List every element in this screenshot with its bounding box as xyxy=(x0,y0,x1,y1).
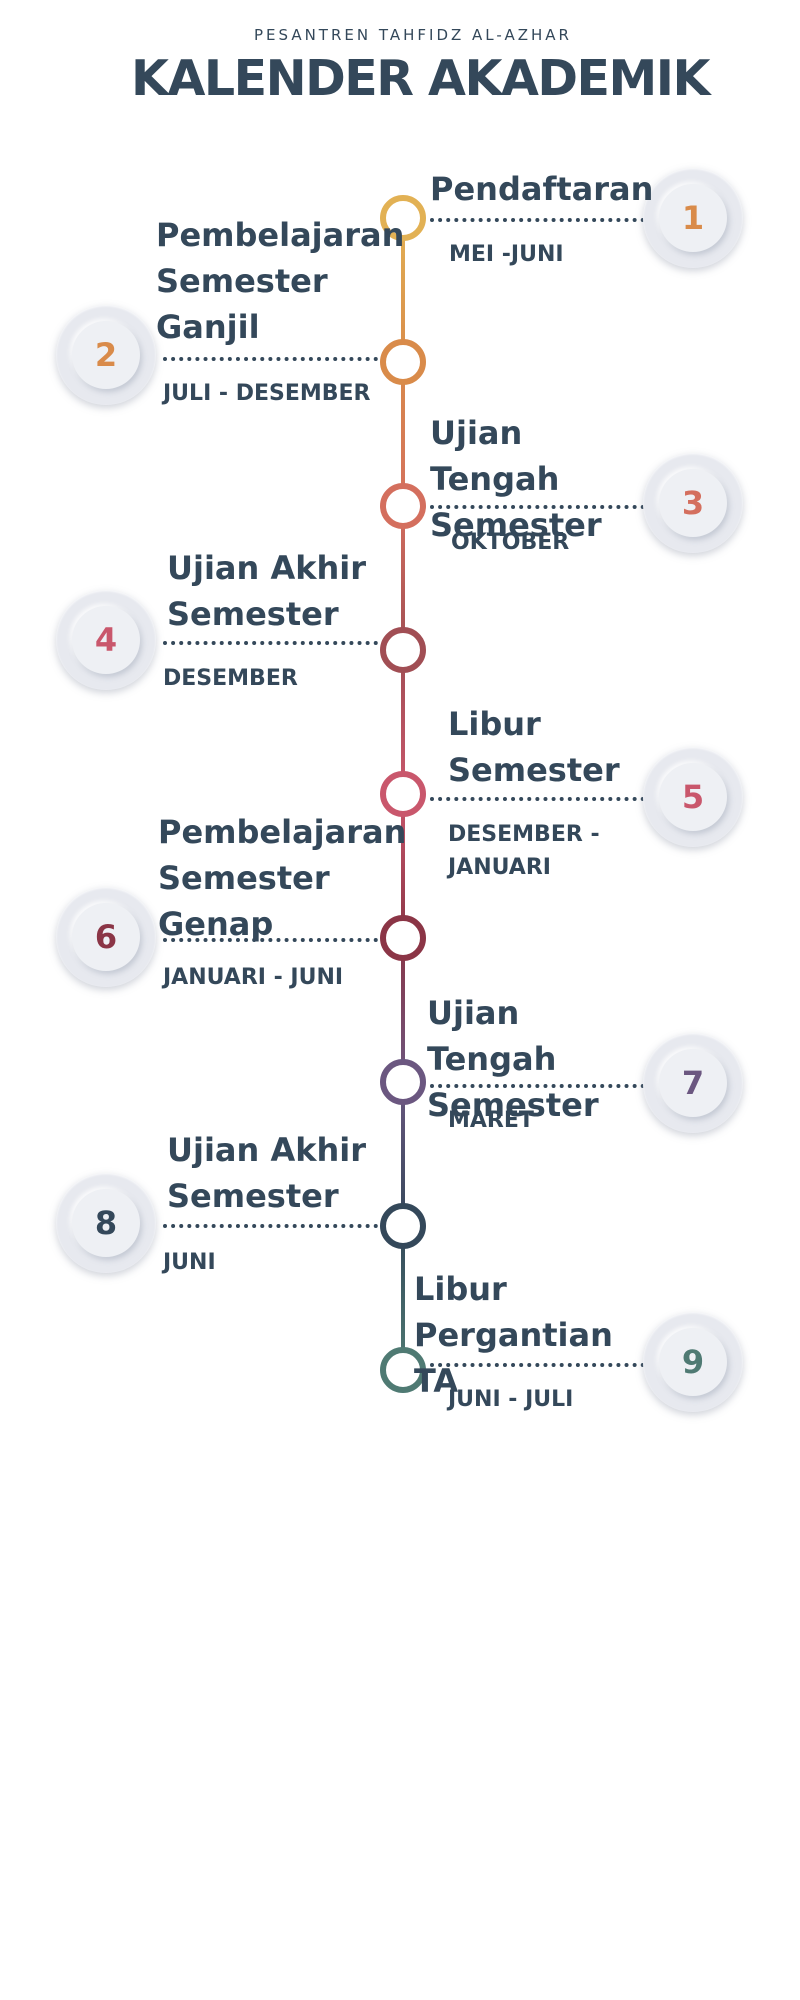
event-title: Pembelajaran Semester Ganjil xyxy=(156,216,405,346)
event-number-badge: 2 xyxy=(56,305,156,405)
event-date: DESEMBER xyxy=(163,666,298,691)
timeline-segment xyxy=(401,218,405,362)
timeline-node xyxy=(380,339,426,385)
timeline-segment xyxy=(401,362,405,506)
event-number: 3 xyxy=(659,469,727,537)
timeline-node xyxy=(380,915,426,961)
event-date: DESEMBER - JANUARI xyxy=(448,822,600,880)
event-number-badge: 7 xyxy=(643,1033,743,1133)
event-title: Pendaftaran xyxy=(430,170,654,208)
timeline-segment xyxy=(401,1226,405,1370)
event-title: Ujian Akhir Semester xyxy=(167,549,367,633)
timeline-node xyxy=(380,1203,426,1249)
dotted-connector xyxy=(163,357,378,361)
event-title: Libur Pergantian TA xyxy=(414,1270,613,1400)
event-date: MARET xyxy=(448,1108,534,1133)
timeline-segment xyxy=(401,506,405,650)
event-number-badge: 6 xyxy=(56,887,156,987)
event-date: MEI -JUNI xyxy=(449,242,564,267)
dotted-connector xyxy=(430,797,645,801)
event-number: 9 xyxy=(659,1328,727,1396)
event-number-badge: 3 xyxy=(643,453,743,553)
event-title: Ujian Akhir Semester xyxy=(167,1131,367,1215)
timeline-node xyxy=(380,627,426,673)
dotted-connector xyxy=(430,505,645,509)
event-number: 4 xyxy=(72,606,140,674)
dotted-connector xyxy=(430,218,645,222)
event-title: Ujian Tengah Semester xyxy=(430,414,602,544)
dotted-connector xyxy=(163,1224,378,1228)
timeline-segment xyxy=(401,1082,405,1226)
dotted-connector xyxy=(430,1084,645,1088)
timeline-node xyxy=(380,195,426,241)
timeline-segment xyxy=(401,650,405,794)
event-number: 5 xyxy=(659,763,727,831)
dotted-connector xyxy=(163,641,378,645)
event-number: 1 xyxy=(659,184,727,252)
timeline-segment xyxy=(401,794,405,938)
timeline-node xyxy=(380,1059,426,1105)
event-title: Libur Semester xyxy=(448,705,620,789)
event-date: JUNI - JULI xyxy=(448,1387,574,1412)
event-number: 7 xyxy=(659,1049,727,1117)
timeline-segment xyxy=(401,938,405,1082)
event-date: JULI - DESEMBER xyxy=(163,381,371,406)
event-number-badge: 8 xyxy=(56,1173,156,1273)
event-number-badge: 4 xyxy=(56,590,156,690)
event-number: 8 xyxy=(72,1189,140,1257)
dotted-connector xyxy=(430,1363,645,1367)
event-number: 2 xyxy=(72,321,140,389)
dotted-connector xyxy=(163,938,378,942)
event-date: JUNI xyxy=(163,1250,216,1275)
timeline-node xyxy=(380,1347,426,1393)
page-subtitle: PESANTREN TAHFIDZ AL-AZHAR xyxy=(254,26,572,44)
event-number: 6 xyxy=(72,903,140,971)
event-date: JANUARI - JUNI xyxy=(163,965,344,990)
event-title: Ujian Tengah Semester xyxy=(427,994,599,1124)
event-number-badge: 1 xyxy=(643,168,743,268)
event-date: OKTOBER xyxy=(451,530,570,555)
event-number-badge: 9 xyxy=(643,1312,743,1412)
event-title: Pembelajaran Semester Genap xyxy=(158,813,407,943)
timeline-node xyxy=(380,771,426,817)
timeline-node xyxy=(380,483,426,529)
page-title: KALENDER AKADEMIK xyxy=(131,50,710,107)
event-number-badge: 5 xyxy=(643,747,743,847)
